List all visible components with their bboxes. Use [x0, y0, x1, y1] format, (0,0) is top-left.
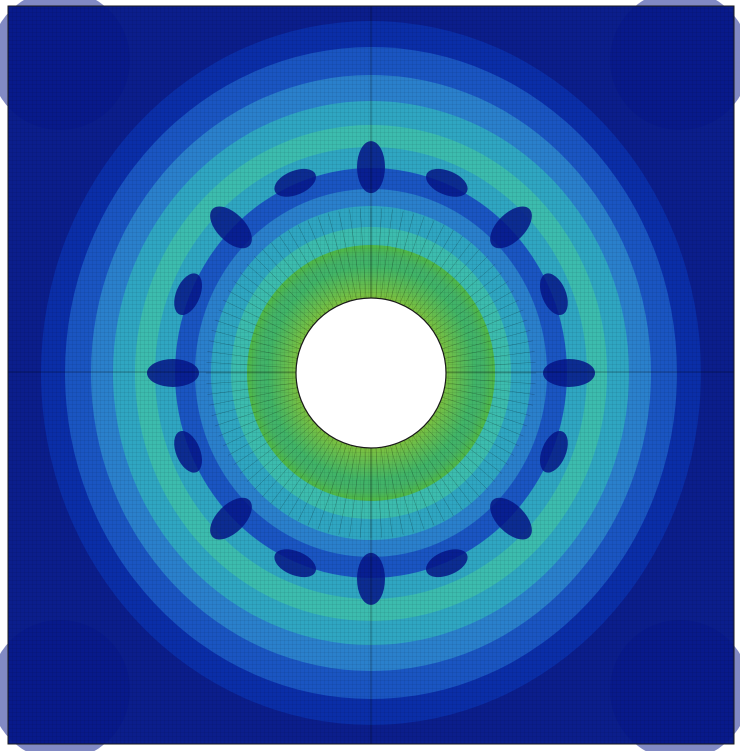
mesh-spoke	[254, 425, 319, 490]
mesh-spoke	[288, 437, 334, 517]
mesh-spoke	[404, 440, 445, 522]
mesh-spoke	[349, 447, 362, 537]
mesh-spoke	[385, 211, 404, 300]
mesh-spoke	[390, 445, 414, 533]
mesh-spoke	[338, 211, 357, 300]
mesh-spoke	[441, 319, 528, 350]
mesh-spoke	[440, 309, 524, 345]
mesh-spoke	[390, 213, 414, 301]
mesh-spoke	[297, 440, 338, 522]
mesh-spoke	[412, 235, 463, 311]
mesh-spoke	[445, 351, 535, 364]
mesh-spoke	[222, 299, 304, 340]
mesh-spoke	[207, 382, 297, 395]
mesh-spoke	[438, 299, 520, 340]
mesh-spoke	[435, 290, 515, 336]
mesh-spoke	[438, 406, 520, 447]
mesh-spoke	[246, 264, 315, 324]
mesh-spoke	[408, 437, 454, 517]
mesh-spoke	[445, 377, 536, 384]
mesh-spoke	[435, 410, 515, 456]
mesh-spoke	[444, 387, 533, 406]
mesh-spoke	[239, 418, 312, 474]
mesh-spoke	[399, 220, 435, 304]
mesh-spoke	[262, 429, 322, 498]
mesh-spoke	[375, 208, 382, 299]
mesh-spoke	[394, 216, 425, 303]
mesh-spoke	[443, 392, 531, 416]
mesh-spoke	[279, 435, 330, 511]
mesh-spoke	[317, 443, 348, 530]
mesh-spoke	[214, 396, 301, 427]
mesh-spoke	[423, 256, 488, 321]
mesh-spoke	[307, 442, 343, 526]
mesh-spoke	[444, 340, 533, 359]
mesh-spoke	[317, 216, 348, 303]
mesh-spoke	[288, 229, 334, 309]
mesh-spoke	[408, 229, 454, 309]
mesh-spoke	[209, 387, 298, 406]
mesh-spoke	[360, 208, 367, 299]
mesh-radial-spokes	[206, 208, 536, 538]
mesh-spoke	[416, 241, 472, 314]
mesh-spoke	[380, 209, 393, 299]
mesh-spoke	[328, 213, 352, 301]
mesh-spoke	[441, 396, 528, 427]
mesh-spoke	[328, 445, 352, 533]
mesh-spoke	[445, 362, 536, 369]
central-hole	[295, 297, 447, 449]
mesh-spoke	[254, 256, 319, 321]
mesh-spoke	[445, 382, 535, 395]
mesh-spoke	[427, 422, 496, 482]
mesh-spoke	[394, 443, 425, 530]
mesh-spoke	[270, 432, 326, 505]
mesh-spoke	[262, 248, 322, 317]
mesh-spoke	[233, 414, 309, 465]
mesh-spoke	[430, 418, 503, 474]
mesh-spoke	[399, 442, 435, 526]
mesh-spoke	[375, 447, 382, 538]
mesh-spoke	[307, 220, 343, 304]
mesh-spoke	[218, 309, 302, 345]
mesh-spoke	[246, 422, 315, 482]
mesh-spoke	[338, 446, 357, 535]
mesh-spoke	[207, 351, 297, 364]
mesh-spoke	[206, 362, 297, 369]
mesh-spoke	[211, 392, 299, 416]
mesh-spoke	[360, 447, 367, 538]
mesh-spoke	[227, 410, 307, 456]
mesh-spoke	[218, 401, 302, 437]
mesh-spoke	[211, 330, 299, 354]
mesh-spoke	[227, 290, 307, 336]
mesh-spoke	[433, 414, 509, 465]
mesh-spoke	[423, 425, 488, 490]
mesh-spoke	[412, 435, 463, 511]
mesh-spoke	[270, 241, 326, 314]
mesh-spoke	[404, 224, 445, 306]
mesh-spoke	[443, 330, 531, 354]
mesh-spoke	[416, 432, 472, 505]
mesh-spoke	[222, 406, 304, 447]
mesh-spoke	[349, 209, 362, 299]
mesh-spoke	[233, 281, 309, 332]
mesh-spoke	[279, 235, 330, 311]
mesh-spoke	[433, 281, 509, 332]
mesh-spoke	[385, 446, 404, 535]
mesh-spoke	[209, 340, 298, 359]
mesh-spoke	[206, 377, 297, 384]
mesh-spoke	[420, 248, 480, 317]
mesh-spoke	[297, 224, 338, 306]
mesh-spoke	[427, 264, 496, 324]
mesh-spoke	[380, 447, 393, 537]
plot-border	[7, 5, 735, 745]
mesh-spoke	[214, 319, 301, 350]
mesh-spoke	[420, 429, 480, 498]
mesh-spoke	[430, 272, 503, 328]
mesh-spoke	[239, 272, 312, 328]
mesh-spoke	[440, 401, 524, 437]
